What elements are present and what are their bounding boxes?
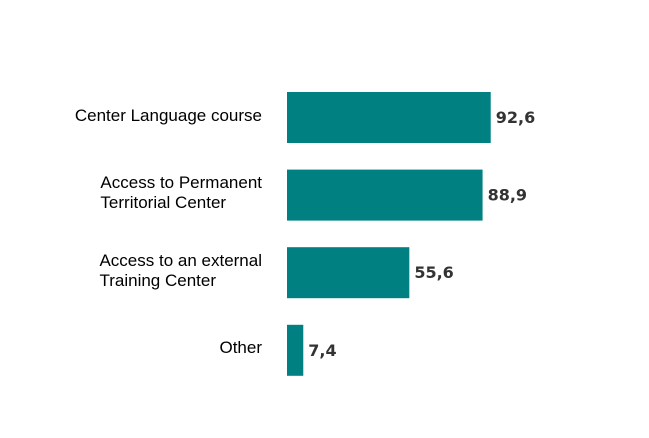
value-label: 55,6: [414, 263, 453, 282]
category-label: Access to an external Training Center: [99, 250, 262, 290]
bar: [287, 324, 304, 376]
value-label: 7,4: [308, 341, 336, 360]
category-label: Access to Permanent Territorial Center: [100, 173, 262, 213]
bar: [287, 92, 491, 143]
bar: [287, 247, 410, 299]
category-label: Other: [219, 338, 262, 358]
bar: [287, 169, 483, 221]
value-label: 88,9: [488, 186, 527, 205]
value-label: 92,6: [496, 108, 535, 127]
category-label: Center Language course: [74, 105, 262, 125]
